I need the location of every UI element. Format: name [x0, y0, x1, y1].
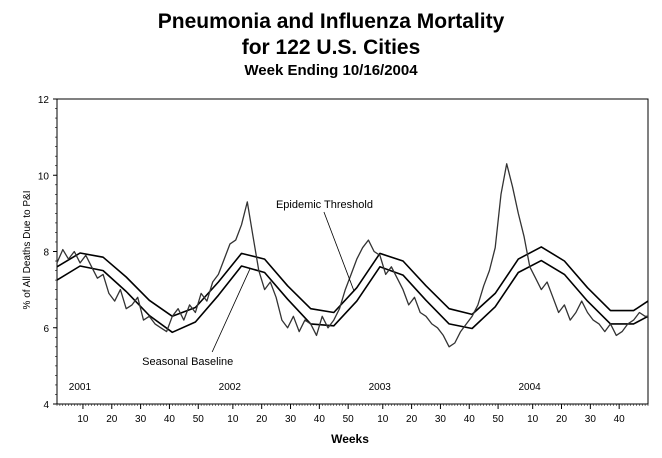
year-label: 2002 — [219, 382, 242, 393]
x-tick-label: 40 — [614, 414, 626, 425]
chart-subtitle: Week Ending 10/16/2004 — [244, 62, 418, 79]
x-tick-label: 40 — [314, 414, 326, 425]
y-tick-label: 10 — [38, 171, 50, 182]
annotation-threshold: Epidemic Threshold — [276, 199, 373, 211]
x-tick-label: 30 — [285, 414, 297, 425]
year-label: 2001 — [69, 382, 92, 393]
chart-series-lines — [56, 163, 649, 348]
y-tick-label: 12 — [38, 95, 50, 106]
annotation-baseline: Seasonal Baseline — [142, 356, 233, 368]
x-tick-label: 30 — [585, 414, 597, 425]
x-tick-label: 50 — [493, 414, 505, 425]
annotation-leader-baseline — [211, 268, 251, 353]
x-tick-label: 30 — [435, 414, 447, 425]
series-line-baseline — [56, 259, 649, 334]
x-tick-label: 20 — [556, 414, 568, 425]
x-tick-label: 40 — [164, 414, 176, 425]
x-tick-label: 30 — [135, 414, 147, 425]
x-tick-label: 10 — [527, 414, 539, 425]
y-axis-label: % of All Deaths Due to P&I — [22, 191, 33, 310]
chart-ticks: 4 6 8 10 12 10 20 30 40 50 10 20 30 40 50 10 20 30 40 50 10 2… — [38, 95, 649, 425]
y-tick-label: 6 — [43, 324, 49, 335]
annotation-leader-threshold — [323, 211, 355, 291]
chart-title-line-2: for 122 U.S. Cities — [241, 36, 421, 59]
x-tick-label: 10 — [227, 414, 239, 425]
year-label: 2004 — [519, 382, 542, 393]
x-tick-label: 50 — [343, 414, 355, 425]
x-tick-label: 20 — [406, 414, 418, 425]
series-line-observed — [56, 163, 648, 348]
x-tick-label: 20 — [106, 414, 118, 425]
y-tick-label: 8 — [43, 248, 49, 259]
x-tick-label: 40 — [464, 414, 476, 425]
x-tick-label: 10 — [377, 414, 389, 425]
y-tick-label: 4 — [43, 400, 49, 411]
x-axis-label: Weeks — [331, 432, 369, 446]
series-line-threshold — [56, 246, 649, 318]
chart-labels: 2001 2002 2003 2004 Epidemic Threshold Season… — [69, 199, 541, 393]
x-tick-label: 10 — [77, 414, 89, 425]
x-tick-label: 20 — [256, 414, 268, 425]
chart-title: Pneumonia and Influenza Mortality — [157, 10, 505, 33]
x-tick-label: 50 — [193, 414, 205, 425]
year-label: 2003 — [369, 382, 392, 393]
